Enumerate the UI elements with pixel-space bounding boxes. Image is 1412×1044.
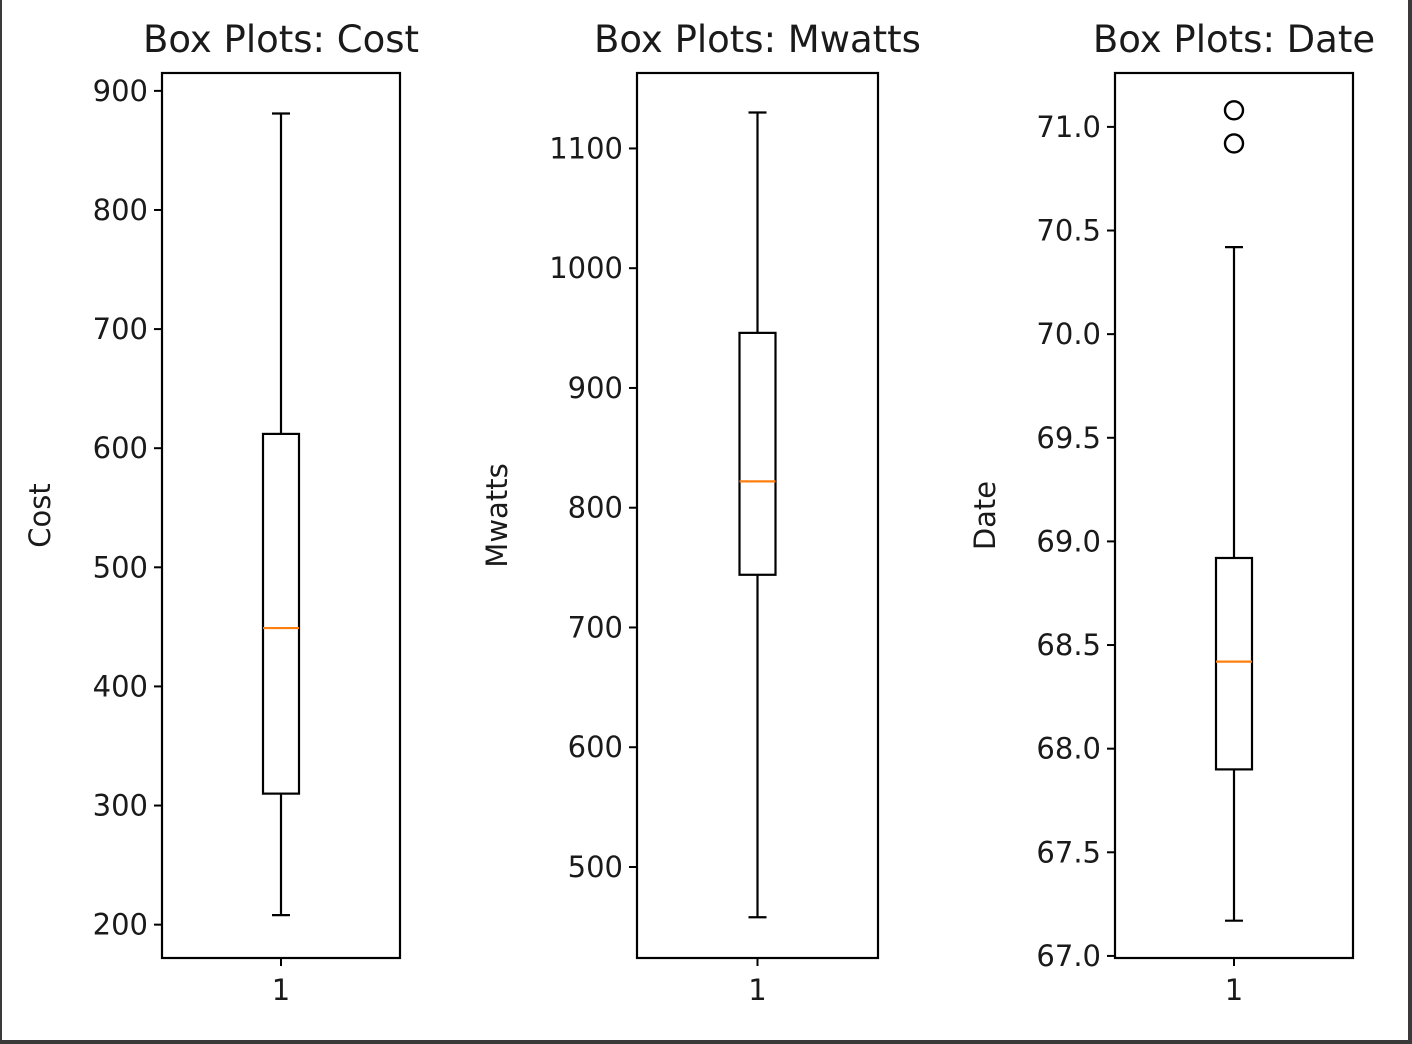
axes-frame: [1113, 71, 1355, 960]
chart-title: Box Plots: Mwatts: [594, 18, 921, 61]
y-tick-label: 69.0: [1036, 524, 1101, 558]
y-axis-label: Cost: [23, 483, 57, 547]
y-tick-label: 800: [568, 491, 623, 525]
y-tick-label: 1000: [549, 251, 623, 285]
y-axis-label: Mwatts: [480, 463, 514, 567]
y-tick-label: 300: [93, 789, 148, 823]
y-tick-label: 70.5: [1036, 214, 1101, 248]
y-tick-label: 67.5: [1036, 835, 1101, 869]
y-tick-label: 700: [568, 610, 623, 644]
y-tick-label: 68.5: [1036, 628, 1101, 662]
y-tick-label: 71.0: [1036, 110, 1101, 144]
y-tick-label: 200: [93, 908, 148, 942]
y-tick-label: 600: [568, 730, 623, 764]
y-tick-label: 70.0: [1036, 317, 1101, 351]
box: [738, 331, 777, 576]
y-tick-label: 400: [93, 669, 148, 703]
x-tick-label: 1: [748, 973, 766, 1007]
box: [1214, 556, 1254, 771]
outlier-point: [1223, 133, 1245, 154]
y-tick-label: 69.5: [1036, 421, 1101, 455]
y-tick-label: 1100: [549, 131, 623, 165]
outlier-point: [1223, 100, 1245, 121]
y-tick-label: 800: [93, 193, 148, 227]
box: [261, 432, 301, 795]
y-tick-label: 900: [568, 371, 623, 405]
axes-frame: [160, 71, 402, 960]
chart-title: Box Plots: Date: [1093, 18, 1375, 61]
axes-frame: [635, 71, 880, 960]
y-tick-label: 900: [93, 74, 148, 108]
y-tick-label: 700: [93, 312, 148, 346]
x-tick-label: 1: [272, 973, 290, 1007]
y-tick-label: 500: [568, 850, 623, 884]
y-axis-label: Date: [968, 481, 1002, 550]
y-tick-label: 68.0: [1036, 732, 1101, 766]
chart-title: Box Plots: Cost: [143, 18, 419, 61]
y-tick-label: 500: [93, 550, 148, 584]
y-tick-label: 600: [93, 431, 148, 465]
x-tick-label: 1: [1225, 973, 1243, 1007]
y-tick-label: 67.0: [1036, 939, 1101, 973]
